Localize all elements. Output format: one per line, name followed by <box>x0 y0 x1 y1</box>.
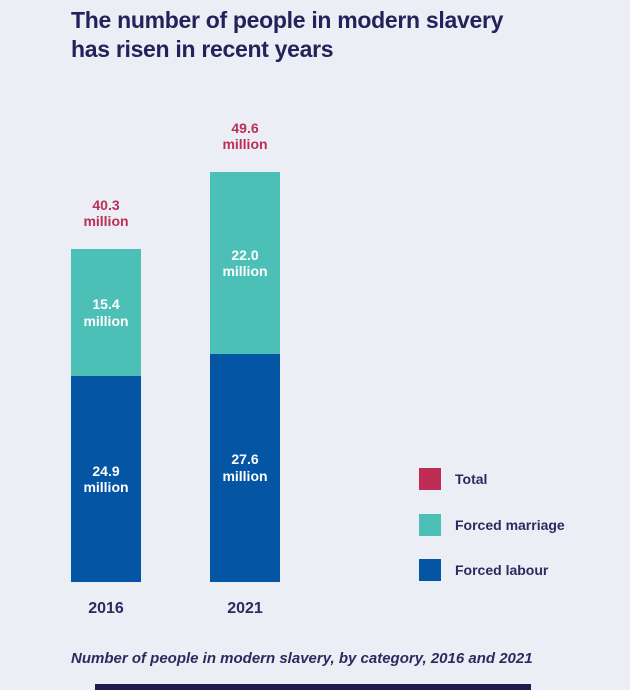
bar-column-2021: 49.6 million 22.0 million 27.6 million <box>210 120 280 582</box>
bar-segment-forced-labour-2021: 27.6 million <box>210 353 280 582</box>
total-number: 40.3 <box>92 196 120 213</box>
chart-title-line2: has risen in recent years <box>71 36 334 62</box>
segment-number: 24.9 <box>92 462 120 479</box>
segment-unit: million <box>83 479 129 496</box>
total-value-label-2021: 49.6 million <box>210 120 280 152</box>
bar-segment-forced-marriage-2016: 15.4 million <box>71 248 141 377</box>
legend-item-forced-marriage: Forced marriage <box>419 513 565 536</box>
x-axis-label-2021: 2021 <box>227 600 263 617</box>
legend-item-forced-labour: Forced labour <box>419 559 565 581</box>
legend-swatch-icon <box>419 468 441 490</box>
segment-unit: million <box>222 263 268 279</box>
chart-caption: Number of people in modern slavery, by c… <box>71 650 533 667</box>
segment-unit: million <box>83 312 129 329</box>
segment-number: 27.6 <box>231 451 259 468</box>
bar-column-2016: 40.3 million 15.4 million 24.9 million <box>71 197 141 582</box>
legend-label: Total <box>455 471 488 487</box>
chart-title: The number of people in modern slavery h… <box>71 6 503 64</box>
segment-number: 22.0 <box>231 246 259 263</box>
legend-label: Forced marriage <box>455 516 565 533</box>
segment-number: 15.4 <box>92 296 120 313</box>
legend: Total Forced marriage Forced labour <box>419 468 565 605</box>
legend-item-total: Total <box>419 468 565 490</box>
bar-segment-forced-marriage-2021: 22.0 million <box>210 172 280 354</box>
bar-segment-forced-labour-2016: 24.9 million <box>71 376 141 582</box>
segment-unit: million <box>222 467 268 484</box>
total-value-label-2016: 40.3 million <box>71 197 141 229</box>
legend-swatch-icon <box>419 513 441 536</box>
legend-label: Forced labour <box>455 562 549 578</box>
x-axis-label-2016: 2016 <box>88 600 124 617</box>
total-unit: million <box>222 136 268 153</box>
footer-divider-bar <box>95 684 531 690</box>
chart-title-line1: The number of people in modern slavery <box>71 7 504 33</box>
total-unit: million <box>83 212 129 229</box>
legend-swatch-icon <box>419 559 441 581</box>
total-number: 49.6 <box>231 120 259 137</box>
